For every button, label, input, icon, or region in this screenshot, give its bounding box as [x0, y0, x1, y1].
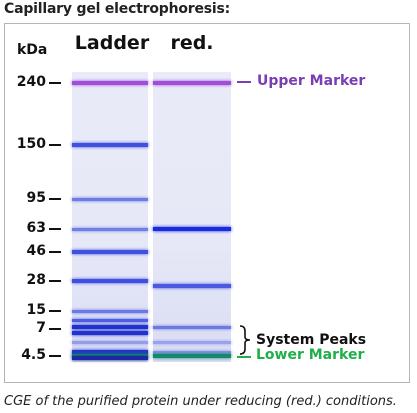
- system-peaks-label: System Peaks: [256, 332, 367, 348]
- tick-mark: [49, 310, 61, 312]
- gel-band: [72, 341, 148, 345]
- gel-band: [72, 227, 148, 231]
- gel-band: [72, 81, 148, 85]
- figure-title: Capillary gel electrophoresis:: [4, 1, 231, 17]
- tick-mark: [49, 355, 61, 357]
- gel-band: [72, 250, 148, 254]
- tick-label: 150: [16, 136, 46, 152]
- tick-mark: [49, 228, 61, 230]
- lane-header-ladder: Ladder: [74, 32, 150, 54]
- gel-band: [153, 81, 231, 85]
- gel-band: [72, 279, 148, 283]
- ladder-lane: [72, 72, 148, 362]
- lower-marker-label: Lower Marker: [256, 347, 365, 363]
- gel-band: [153, 341, 231, 345]
- gel-band: [153, 354, 231, 358]
- tick-label: 28: [26, 272, 46, 288]
- gel-band: [72, 309, 148, 313]
- tick-label: 4.5: [21, 347, 46, 363]
- gel-band: [72, 319, 148, 323]
- tick-label: 95: [26, 190, 46, 206]
- gel-band: [72, 330, 148, 335]
- tick-label: 46: [26, 243, 46, 259]
- gel-band: [72, 143, 148, 147]
- unit-label: kDa: [17, 42, 48, 58]
- tick-label: 63: [26, 220, 46, 236]
- tick-mark: [49, 82, 61, 84]
- gel-frame: [4, 23, 410, 383]
- upper-marker-connector: [237, 81, 251, 83]
- gel-band: [153, 227, 231, 231]
- tick-mark: [49, 198, 61, 200]
- gel-band: [72, 325, 148, 330]
- tick-mark: [49, 328, 61, 330]
- upper-marker-label: Upper Marker: [257, 73, 366, 89]
- system-peaks-brace: [239, 325, 251, 355]
- lane-header-reduced: red.: [170, 32, 214, 54]
- gel-band: [153, 350, 231, 354]
- tick-mark: [49, 144, 61, 146]
- gel-band: [153, 284, 231, 289]
- tick-label: 15: [26, 302, 46, 318]
- tick-label: 7: [36, 320, 46, 336]
- gel-band: [72, 350, 148, 355]
- lower-marker-connector: [237, 356, 251, 358]
- tick-mark: [49, 280, 61, 282]
- gel-band: [72, 356, 148, 360]
- gel-band: [153, 325, 231, 329]
- reduced-lane: [153, 72, 231, 362]
- gel-band: [72, 197, 148, 201]
- tick-mark: [49, 251, 61, 253]
- figure-caption: CGE of the purified protein under reduci…: [4, 394, 397, 409]
- tick-label: 240: [16, 74, 46, 90]
